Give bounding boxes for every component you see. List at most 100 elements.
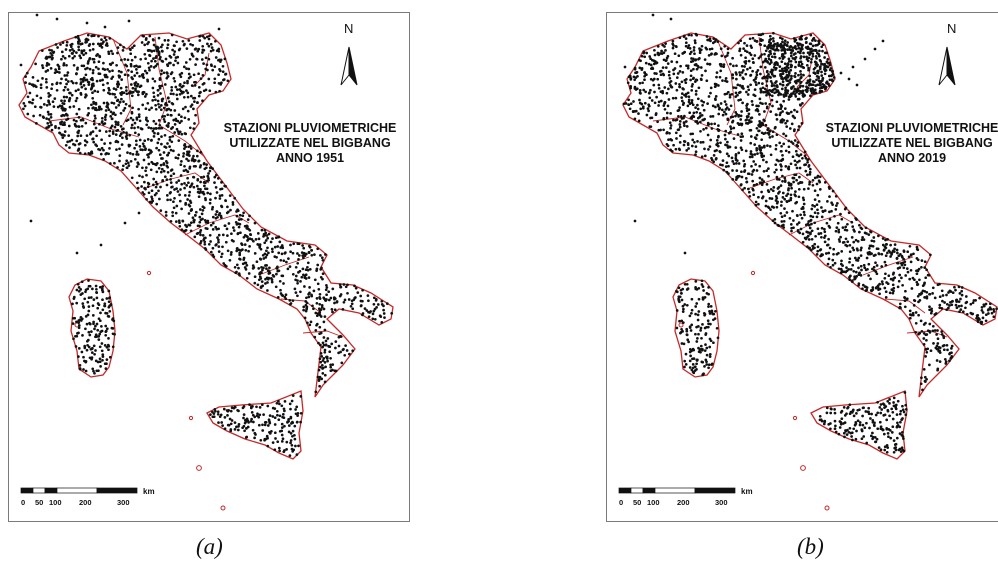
station-dot [797, 78, 801, 82]
station-dot [91, 287, 94, 291]
station-dot [800, 216, 804, 220]
station-dot [104, 118, 107, 121]
station-dot [185, 153, 189, 156]
station-dot [90, 351, 94, 354]
station-dot [695, 110, 699, 114]
station-dot [61, 55, 65, 58]
station-dot [779, 103, 783, 107]
station-dot [171, 134, 175, 138]
station-dot [101, 285, 105, 288]
station-dot [818, 49, 821, 53]
station-dot [850, 220, 854, 224]
region-border [112, 38, 132, 126]
station-dot [765, 169, 769, 173]
station-dot [781, 157, 785, 161]
station-dot [640, 66, 644, 70]
title-line-2: UTILIZZATE NEL BIGBANG [831, 136, 993, 150]
station-dot [818, 67, 822, 71]
station-dot [887, 428, 891, 431]
station-dot [144, 147, 147, 151]
station-dot [779, 119, 783, 122]
station-dot [691, 370, 695, 374]
station-dot [758, 97, 762, 101]
station-dot [740, 170, 743, 174]
scale-unit-label: km [143, 487, 155, 496]
station-dot [318, 357, 322, 361]
station-dot [120, 58, 123, 62]
station-dot [726, 117, 730, 121]
station-dot [758, 42, 762, 46]
station-dot [177, 139, 181, 142]
station-dot [901, 283, 904, 287]
station-dot [797, 187, 801, 191]
station-dot [714, 84, 718, 87]
station-dot [694, 145, 698, 148]
station-dot [318, 384, 321, 388]
station-dot [119, 132, 123, 136]
station-dot [308, 267, 312, 271]
station-dot [950, 354, 954, 358]
station-dot [916, 248, 920, 252]
station-dot [144, 166, 148, 169]
station-dot [800, 122, 804, 125]
station-dot [717, 124, 720, 127]
station-dot [173, 123, 177, 126]
station-dot [839, 411, 843, 414]
station-dot [72, 118, 76, 122]
station-dot [121, 49, 125, 52]
station-dot [197, 72, 200, 76]
station-dot [810, 222, 813, 226]
station-dot [74, 35, 78, 39]
station-dot [709, 138, 713, 142]
station-dot [73, 54, 76, 58]
station-dot [901, 404, 904, 408]
station-dot [686, 287, 690, 290]
station-dot [718, 106, 722, 110]
station-dot [185, 47, 189, 50]
station-dot [686, 104, 690, 108]
station-dot [76, 282, 80, 286]
station-dot [879, 448, 883, 452]
station-dot [770, 197, 774, 200]
station-dot [815, 203, 819, 207]
station-dot [710, 363, 714, 366]
station-dot [198, 35, 201, 38]
station-dot [289, 407, 292, 411]
station-dot [204, 166, 208, 170]
station-dot [108, 355, 112, 359]
station-dot [833, 408, 836, 411]
station-dot [130, 123, 134, 127]
station-dot [157, 189, 160, 193]
station-dot [306, 268, 310, 272]
station-dot [650, 99, 654, 102]
station-dot [137, 162, 140, 166]
station-dot [255, 405, 258, 409]
station-dot [24, 81, 27, 84]
station-dot [31, 76, 35, 79]
station-dot [915, 283, 919, 287]
station-dot [122, 91, 126, 95]
station-dot [683, 50, 687, 54]
station-dot [810, 91, 814, 95]
station-dot [100, 349, 104, 353]
station-dot [789, 94, 793, 98]
station-dot [135, 150, 139, 154]
station-dot [639, 59, 642, 63]
station-dot [286, 267, 290, 271]
station-dot [241, 426, 244, 430]
station-dot [890, 407, 894, 411]
station-dot [883, 413, 887, 417]
station-dot [198, 215, 202, 219]
station-dot [872, 423, 876, 427]
station-dot [817, 200, 821, 203]
station-dot [845, 266, 848, 269]
station-dot [66, 71, 70, 74]
station-dot [774, 163, 778, 167]
station-dot [797, 63, 801, 66]
station-dot [747, 119, 751, 122]
station-dot [151, 77, 155, 81]
station-dot [230, 419, 234, 422]
station-dot [721, 113, 725, 117]
station-dot [256, 412, 259, 416]
station-dot [949, 290, 953, 293]
